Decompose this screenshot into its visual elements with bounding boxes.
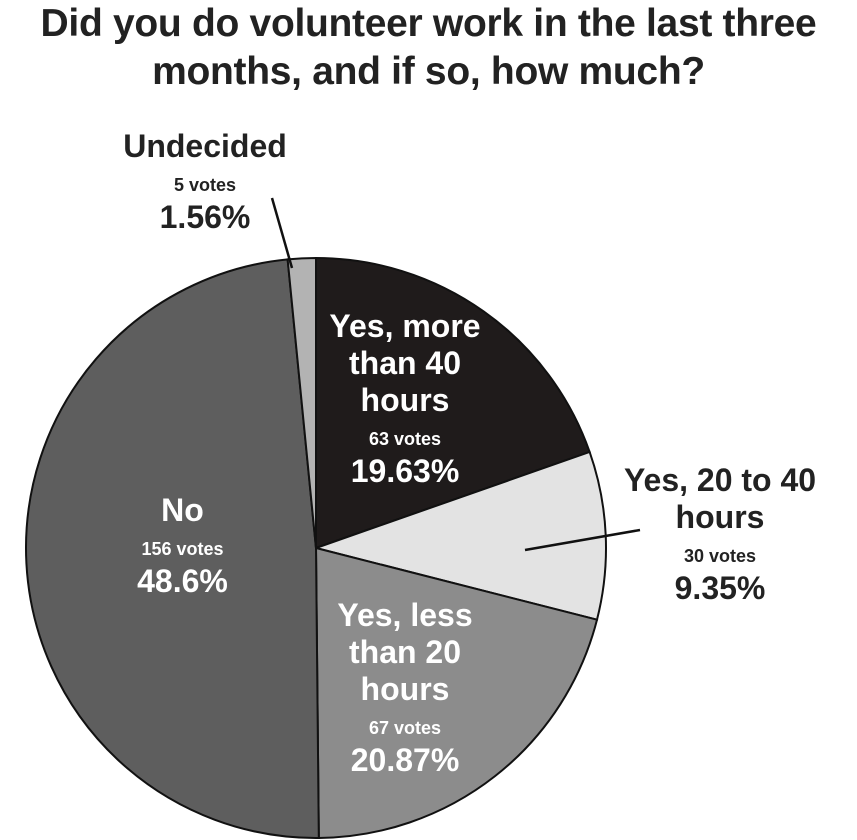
value-label: 20.87% bbox=[350, 742, 460, 778]
vote-label: 63 votes bbox=[368, 429, 442, 449]
category-label: Yes, 20 to 40 hours bbox=[623, 462, 817, 535]
leader-line bbox=[270, 197, 294, 269]
pie-slice bbox=[25, 258, 320, 839]
value-label: 48.6% bbox=[137, 563, 228, 599]
slice-label: Yes, less than 20 hours 67 votes 20.87% bbox=[320, 597, 490, 778]
leader-line bbox=[524, 528, 641, 552]
slice-label: No 156 votes 48.6% bbox=[100, 492, 265, 599]
category-label: No bbox=[161, 492, 204, 528]
vote-label: 5 votes bbox=[173, 175, 237, 195]
category-label: Yes, less than 20 hours bbox=[337, 597, 473, 707]
chart-title: Did you do volunteer work in the last th… bbox=[40, 2, 817, 93]
value-label: 19.63% bbox=[350, 453, 460, 489]
vote-label: 156 votes bbox=[141, 539, 224, 559]
slice-label: Undecided 5 votes 1.56% bbox=[100, 128, 310, 235]
category-label: Undecided bbox=[123, 128, 287, 164]
vote-label: 67 votes bbox=[368, 718, 442, 738]
vote-label: 30 votes bbox=[683, 546, 757, 566]
value-label: 1.56% bbox=[159, 199, 251, 235]
pie-slice bbox=[314, 546, 599, 839]
slice-label: Yes, more than 40 hours 63 votes 19.63% bbox=[320, 308, 490, 489]
slice-label: Yes, 20 to 40 hours 30 votes 9.35% bbox=[610, 462, 830, 606]
pie-slice bbox=[286, 256, 317, 549]
category-label: Yes, more than 40 hours bbox=[329, 308, 481, 418]
value-label: 9.35% bbox=[674, 570, 766, 606]
